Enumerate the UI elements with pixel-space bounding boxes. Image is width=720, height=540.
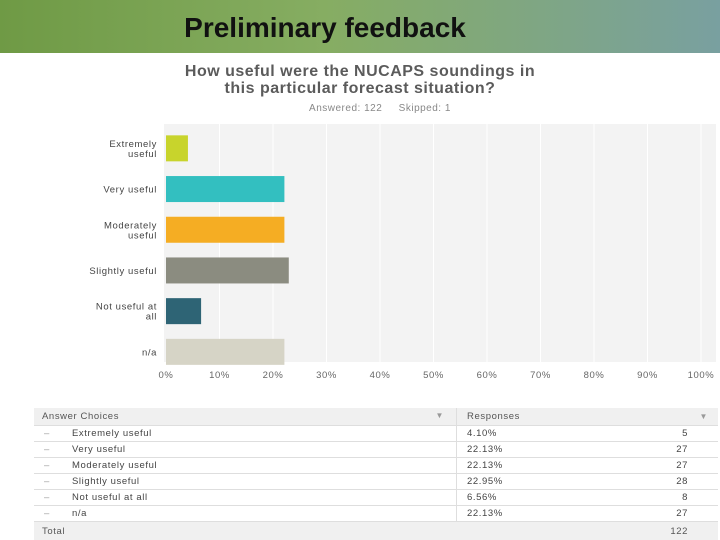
bar	[166, 338, 285, 365]
row-percent: 6.56%	[467, 492, 497, 503]
x-tick-label: 50%	[423, 370, 444, 381]
bar	[166, 135, 188, 162]
question-title: How useful were the NUCAPS soundings in …	[100, 63, 620, 97]
row-choice: Slightly useful	[72, 476, 140, 487]
header-responses[interactable]: Responses	[467, 411, 520, 422]
x-tick-label: 100%	[688, 370, 715, 381]
header-bar	[0, 0, 720, 53]
bar	[166, 298, 202, 325]
slide-title: Preliminary feedback	[184, 12, 466, 43]
skipped-count: Skipped: 1	[398, 103, 451, 114]
row-percent: 22.95%	[467, 476, 503, 487]
table-header: Answer Choices ▼ Responses ▼	[34, 408, 718, 426]
x-tick-label: 90%	[637, 370, 658, 381]
row-choice: Not useful at all	[72, 492, 148, 503]
bar-chart: 0% 10% 20% 30% 40% 50% 60% 70% 80% 90% 100% Extreme…	[89, 124, 715, 381]
row-percent: 4.10%	[467, 428, 497, 439]
x-tick-label: 70%	[530, 370, 551, 381]
plot-area	[164, 124, 716, 362]
x-tick-label: 10%	[209, 370, 230, 381]
expand-icon[interactable]: –	[44, 508, 50, 519]
row-count: 8	[682, 492, 688, 503]
category-label: Very useful	[103, 185, 157, 196]
expand-icon[interactable]: –	[44, 476, 50, 487]
table-total-row: Total 122	[34, 522, 718, 540]
table-row: – Very useful 22.13% 27	[34, 442, 718, 458]
category-label: useful	[128, 149, 157, 160]
x-tick-label: 80%	[584, 370, 605, 381]
table-row: – Not useful at all 6.56% 8	[34, 490, 718, 506]
table-row: – Slightly useful 22.95% 28	[34, 474, 718, 490]
category-label: Extremely	[109, 139, 157, 150]
x-tick-label: 30%	[316, 370, 337, 381]
header-answer-choices[interactable]: Answer Choices	[42, 411, 120, 422]
row-percent: 22.13%	[467, 508, 503, 519]
table-row: – n/a 22.13% 27	[34, 506, 718, 522]
expand-icon[interactable]: –	[44, 444, 50, 455]
response-stats: Answered: 122 Skipped: 1	[270, 103, 490, 114]
answered-count: Answered: 122	[309, 103, 383, 114]
sort-icon[interactable]: ▼	[435, 411, 444, 420]
x-tick-label: 20%	[263, 370, 284, 381]
row-choice: Moderately useful	[72, 460, 158, 471]
table-row: – Extremely useful 4.10% 5	[34, 426, 718, 442]
x-tick-label: 0%	[159, 370, 174, 381]
x-tick-label: 40%	[370, 370, 391, 381]
row-count: 27	[676, 444, 688, 455]
bar	[166, 176, 285, 203]
row-choice: Very useful	[72, 444, 126, 455]
bar	[166, 216, 285, 243]
expand-icon[interactable]: –	[44, 428, 50, 439]
category-label: Moderately	[104, 220, 157, 231]
table-body: – Extremely useful 4.10% 5 – Very useful 22.13…	[34, 426, 718, 522]
sort-icon[interactable]: ▼	[699, 412, 708, 421]
category-label: Not useful at	[96, 302, 157, 313]
category-label: all	[146, 312, 157, 323]
row-percent: 22.13%	[467, 444, 503, 455]
question-line-2: this particular forecast situation?	[224, 80, 496, 97]
x-tick-label: 60%	[477, 370, 498, 381]
table-row: – Moderately useful 22.13% 27	[34, 458, 718, 474]
category-label: Slightly useful	[89, 266, 157, 277]
bar	[166, 257, 289, 284]
expand-icon[interactable]: –	[44, 460, 50, 471]
row-choice: n/a	[72, 508, 88, 519]
row-count: 5	[682, 428, 688, 439]
question-line-1: How useful were the NUCAPS soundings in	[184, 63, 536, 80]
responses-table: Answer Choices ▼ Responses ▼ – Extremely …	[34, 408, 718, 540]
row-count: 27	[676, 460, 688, 471]
row-count: 27	[676, 508, 688, 519]
row-count: 28	[676, 476, 688, 487]
total-label: Total	[42, 525, 66, 537]
category-label: n/a	[142, 347, 157, 358]
row-choice: Extremely useful	[72, 428, 152, 439]
category-label: useful	[128, 230, 157, 241]
expand-icon[interactable]: –	[44, 492, 50, 503]
total-value: 122	[670, 525, 688, 537]
row-percent: 22.13%	[467, 460, 503, 471]
